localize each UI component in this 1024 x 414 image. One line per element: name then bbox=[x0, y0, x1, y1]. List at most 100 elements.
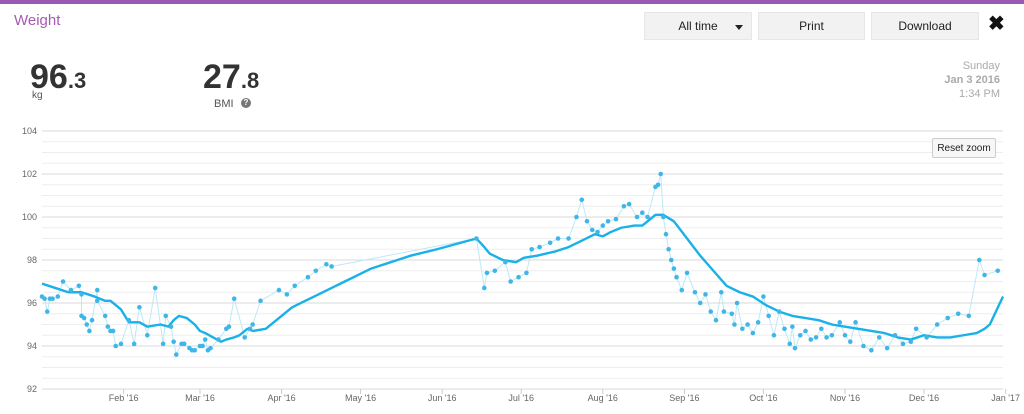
data-point bbox=[284, 292, 290, 297]
data-point bbox=[721, 309, 727, 314]
bmi-integer: 27 bbox=[203, 58, 241, 96]
close-icon[interactable]: ✖ bbox=[988, 13, 1005, 35]
data-point bbox=[574, 214, 579, 220]
data-point bbox=[529, 246, 535, 252]
data-point bbox=[566, 236, 571, 241]
data-point bbox=[750, 330, 756, 336]
x-tick-label: Mar '16 bbox=[185, 393, 215, 403]
data-point bbox=[613, 216, 619, 222]
data-point bbox=[192, 348, 198, 353]
data-point bbox=[945, 315, 951, 321]
data-point bbox=[663, 231, 669, 237]
data-point bbox=[168, 324, 174, 329]
x-tick-label: May '16 bbox=[345, 393, 376, 403]
data-point bbox=[734, 300, 740, 306]
data-point bbox=[861, 343, 866, 349]
weight-decimal: .3 bbox=[67, 68, 87, 93]
data-point bbox=[708, 309, 714, 314]
data-point bbox=[537, 244, 542, 250]
print-button[interactable]: Print bbox=[758, 12, 865, 40]
x-tick-label: Jun '16 bbox=[428, 393, 457, 403]
data-point bbox=[329, 264, 334, 269]
data-point bbox=[842, 332, 848, 338]
data-point bbox=[482, 285, 487, 291]
data-point bbox=[787, 341, 793, 347]
data-point bbox=[81, 315, 87, 321]
data-point bbox=[247, 326, 253, 332]
x-tick-label: Feb '16 bbox=[109, 393, 139, 403]
data-point bbox=[102, 313, 108, 319]
data-point bbox=[313, 268, 319, 274]
data-point bbox=[547, 240, 553, 246]
data-point bbox=[324, 262, 329, 267]
data-point bbox=[68, 287, 74, 293]
trend-line bbox=[41, 213, 1005, 343]
data-point bbox=[292, 283, 298, 289]
data-point bbox=[621, 203, 627, 209]
data-point bbox=[797, 332, 803, 338]
y-tick-label: 104 bbox=[22, 126, 37, 136]
data-point bbox=[790, 324, 795, 329]
range-select[interactable]: All time bbox=[644, 12, 752, 40]
data-point bbox=[782, 326, 787, 332]
timestamp-day: Sunday bbox=[962, 60, 1000, 72]
data-point bbox=[484, 270, 490, 276]
x-tick-label: Nov '16 bbox=[830, 393, 860, 403]
data-point bbox=[703, 292, 708, 297]
data-point bbox=[55, 294, 61, 299]
data-point bbox=[250, 322, 255, 327]
data-point bbox=[824, 335, 829, 340]
help-icon[interactable]: ? bbox=[241, 98, 251, 108]
timestamp-date: Jan 3 2016 bbox=[944, 74, 1000, 86]
x-tick-label: Aug '16 bbox=[588, 393, 618, 403]
data-point bbox=[847, 339, 853, 345]
data-point bbox=[639, 210, 645, 215]
data-point bbox=[226, 324, 232, 329]
bmi-label: BMI bbox=[214, 98, 234, 110]
x-tick-label: Jul '16 bbox=[508, 393, 534, 403]
data-point bbox=[276, 287, 282, 293]
bmi-value: 27.8 bbox=[203, 58, 259, 97]
data-point bbox=[584, 219, 590, 224]
data-point bbox=[803, 328, 808, 334]
data-point bbox=[771, 332, 777, 338]
data-point bbox=[131, 341, 137, 347]
x-tick-label: Oct '16 bbox=[749, 393, 777, 403]
data-point bbox=[853, 320, 858, 325]
data-point bbox=[50, 296, 55, 302]
data-point bbox=[674, 274, 679, 280]
reset-zoom-button[interactable]: Reset zoom bbox=[932, 138, 996, 158]
data-point bbox=[181, 341, 187, 347]
data-point bbox=[42, 296, 47, 302]
data-point bbox=[900, 341, 906, 347]
data-point bbox=[626, 201, 632, 207]
y-tick-label: 92 bbox=[27, 384, 37, 394]
data-point bbox=[113, 343, 119, 349]
data-point bbox=[503, 259, 508, 265]
data-point bbox=[600, 223, 606, 228]
data-point bbox=[84, 322, 90, 327]
y-tick-label: 94 bbox=[27, 341, 37, 351]
data-point bbox=[692, 289, 698, 295]
data-point bbox=[829, 332, 835, 338]
download-button[interactable]: Download bbox=[871, 12, 979, 40]
y-tick-label: 98 bbox=[27, 255, 37, 265]
data-point bbox=[118, 341, 124, 347]
data-point bbox=[76, 283, 82, 289]
data-point bbox=[634, 214, 640, 220]
data-point bbox=[605, 219, 611, 224]
data-point bbox=[718, 289, 724, 295]
data-point bbox=[955, 311, 961, 317]
data-point bbox=[516, 274, 521, 280]
data-point bbox=[60, 279, 66, 284]
data-point bbox=[729, 311, 735, 317]
data-point bbox=[995, 268, 1001, 274]
weight-integer: 96 bbox=[30, 58, 68, 96]
data-point bbox=[126, 317, 132, 323]
data-point bbox=[819, 326, 824, 332]
data-point bbox=[44, 309, 50, 314]
data-point bbox=[913, 326, 919, 332]
data-point bbox=[94, 298, 100, 304]
x-tick-label: Apr '16 bbox=[267, 393, 295, 403]
